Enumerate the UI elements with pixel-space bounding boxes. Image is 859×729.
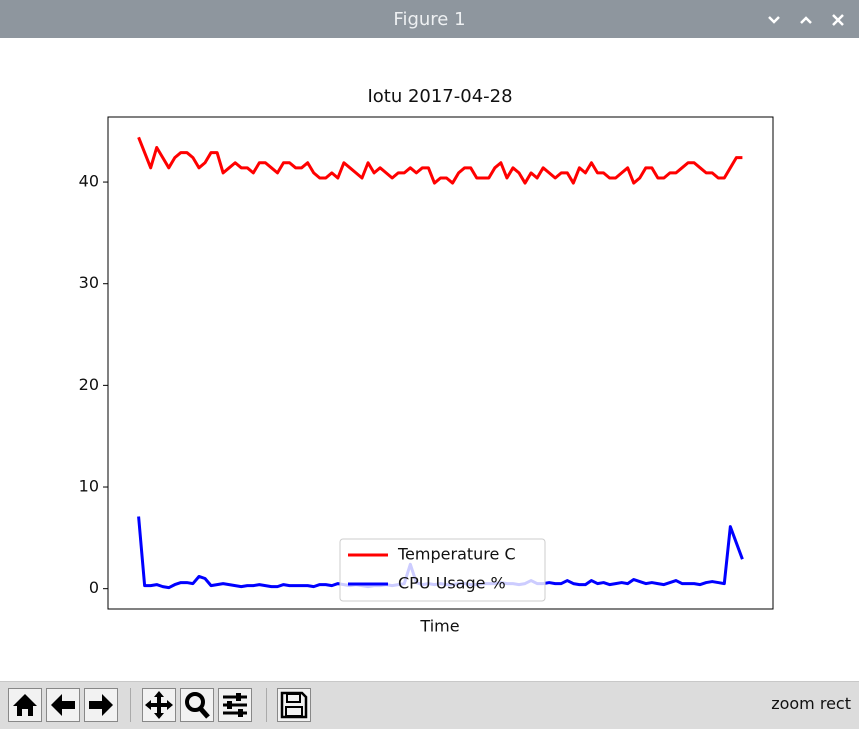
data-line: [137, 136, 743, 185]
y-tick-label: 20: [79, 375, 99, 394]
x-axis-label: Time: [419, 617, 459, 636]
configure-button[interactable]: [218, 688, 252, 722]
title-bar: Figure 1: [0, 0, 859, 38]
chart-title: Iotu 2017-04-28: [367, 86, 512, 107]
y-tick-label: 30: [79, 273, 99, 292]
legend-label: Temperature C: [397, 545, 516, 564]
pan-button[interactable]: [142, 688, 176, 722]
save-button[interactable]: [277, 688, 311, 722]
legend-label: CPU Usage %: [398, 574, 506, 593]
y-tick-label: 0: [89, 578, 99, 597]
back-button[interactable]: [46, 688, 80, 722]
zoom-button[interactable]: [180, 688, 214, 722]
separator: [130, 688, 131, 722]
y-tick-label: 40: [79, 172, 99, 191]
y-tick-label: 10: [79, 477, 99, 496]
separator: [266, 688, 267, 722]
plot-area: [107, 116, 774, 610]
status-text: zoom rect: [771, 694, 851, 713]
chart: Iotu 2017-04-28 Time 0 10 20 30 40 Temperatur…: [79, 86, 774, 636]
toolbar: zoom rect: [0, 681, 859, 729]
forward-button[interactable]: [84, 688, 118, 722]
window-controls: [768, 14, 844, 26]
close-button[interactable]: [832, 14, 844, 26]
maximize-button[interactable]: [800, 16, 812, 24]
window-title: Figure 1: [393, 9, 466, 30]
home-button[interactable]: [8, 688, 42, 722]
minimize-button[interactable]: [768, 16, 780, 24]
legend: [339, 538, 546, 602]
